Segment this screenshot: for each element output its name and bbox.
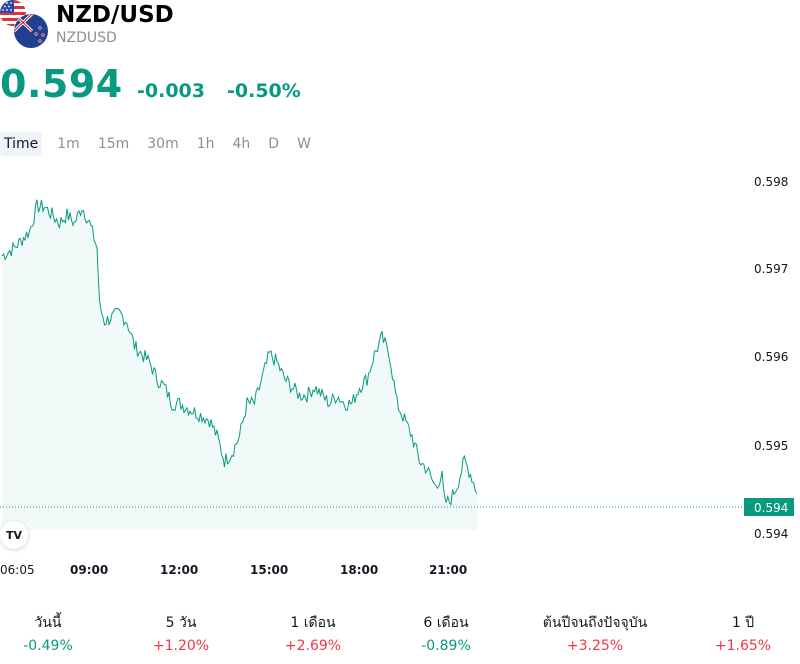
- tab-d[interactable]: D: [268, 136, 280, 152]
- y-tick-label: 0.595: [754, 439, 788, 453]
- tab-w[interactable]: W: [297, 136, 311, 152]
- price-change: -0.003: [137, 80, 205, 102]
- y-tick-label: 0.598: [754, 175, 788, 189]
- performance-label: 5 วัน: [165, 615, 197, 631]
- performance-label: 1 ปี: [731, 615, 755, 631]
- performance-label: 1 เดือน: [290, 615, 336, 631]
- x-tick-label: 06:05: [0, 563, 35, 577]
- tab-1h[interactable]: 1h: [196, 136, 215, 152]
- last-price-label-bg: [744, 498, 794, 516]
- performance-value: +1.20%: [152, 638, 210, 654]
- currency-flags: [0, 0, 52, 49]
- x-tick-label: 15:00: [250, 563, 288, 577]
- performance-row: วันนี้ -0.49% 5 วัน +1.20% 1 เดือน +2.69% 6 เด…: [0, 612, 800, 662]
- tab-30m[interactable]: 30m: [147, 136, 179, 152]
- performance-value: -0.49%: [23, 638, 73, 654]
- performance-item[interactable]: 1 เดือน +2.69%: [285, 612, 341, 654]
- x-tick-label: 18:00: [340, 563, 378, 577]
- price-line: [1, 199, 478, 506]
- x-tick-label: 21:00: [429, 563, 467, 577]
- last-price-label: 0.594: [754, 501, 788, 515]
- x-tick-label: 12:00: [160, 563, 198, 577]
- tab-time[interactable]: Time: [0, 132, 43, 156]
- price-change-percent: -0.50%: [227, 80, 301, 102]
- y-tick-label: 0.596: [754, 350, 788, 364]
- usd-nzd-flag-icon: [0, 0, 49, 49]
- performance-label: 6 เดือน: [423, 615, 469, 631]
- performance-label: ต้นปีจนถึงปัจจุบัน: [542, 615, 648, 631]
- performance-item[interactable]: 5 วัน +1.20%: [153, 612, 209, 654]
- performance-item[interactable]: วันนี้ -0.49%: [23, 612, 73, 654]
- tab-4h[interactable]: 4h: [232, 136, 251, 152]
- tab-1m[interactable]: 1m: [57, 136, 80, 152]
- performance-item[interactable]: ต้นปีจนถึงปัจจุบัน +3.25%: [543, 612, 647, 654]
- symbol-title: NZD/USD: [56, 2, 174, 28]
- performance-value: +1.65%: [714, 638, 772, 654]
- performance-value: +2.69%: [284, 638, 342, 654]
- price-chart[interactable]: 0.594 0.598 0.597 0.596 0.595 0.594 06:05 09:00…: [0, 160, 800, 590]
- performance-value: +3.25%: [566, 638, 624, 654]
- performance-value: -0.89%: [421, 638, 471, 654]
- performance-item[interactable]: 6 เดือน -0.89%: [421, 612, 471, 654]
- tab-15m[interactable]: 15m: [97, 136, 130, 152]
- price-area: [2, 199, 477, 530]
- y-tick-label: 0.594: [754, 527, 788, 541]
- tradingview-logo-icon[interactable]: TV: [0, 521, 28, 549]
- x-tick-label: 09:00: [70, 563, 108, 577]
- current-price: 0.594: [0, 62, 123, 106]
- y-tick-label: 0.597: [754, 262, 788, 276]
- performance-item[interactable]: 1 ปี +1.65%: [715, 612, 771, 654]
- timeframe-tabs: Time 1m 15m 30m 1h 4h D W: [0, 132, 320, 156]
- performance-label: วันนี้: [34, 615, 62, 631]
- symbol-ticker: NZDUSD: [56, 30, 117, 46]
